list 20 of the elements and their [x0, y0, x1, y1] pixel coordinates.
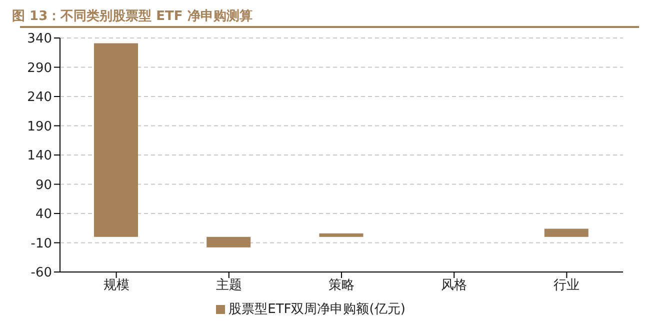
x-tick-label: 策略 [328, 278, 354, 294]
y-tick-label: 140 [27, 148, 52, 164]
y-tick-label: 240 [27, 90, 52, 106]
y-tick-label: -10 [30, 236, 52, 252]
chart-title: 图 13：不同类别股票型 ETF 净申购测算 [11, 8, 254, 26]
x-tick-label: 风格 [441, 278, 468, 294]
x-tick-label: 行业 [554, 278, 580, 294]
y-tick-label: 290 [27, 60, 52, 76]
y-tick-label: 90 [35, 178, 52, 193]
bar [319, 233, 364, 237]
bar [544, 228, 588, 237]
bar [94, 43, 138, 237]
x-tick-label: 主题 [216, 277, 242, 294]
y-tick-label: 340 [27, 32, 52, 47]
bar [206, 236, 251, 248]
y-tick-label: -60 [30, 266, 52, 281]
y-tick-label: 190 [27, 119, 52, 134]
y-tick-label: 40 [35, 207, 52, 222]
x-tick-label: 规模 [103, 278, 130, 294]
legend-label: 股票型ETF双周净申购额(亿元) [228, 302, 406, 317]
